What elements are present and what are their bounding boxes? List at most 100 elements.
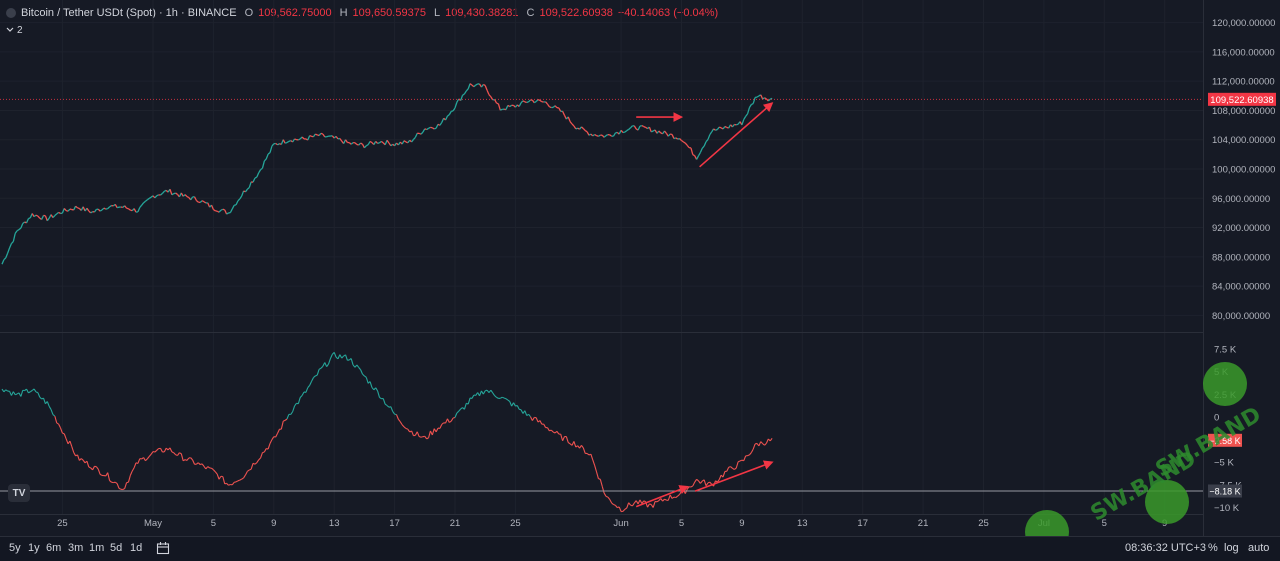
indicator-line-segment xyxy=(313,376,315,378)
pane-separator[interactable] xyxy=(0,332,1203,333)
indicator-line-segment xyxy=(715,481,717,482)
price-candle xyxy=(370,141,372,142)
price-candle xyxy=(529,100,531,102)
price-candle xyxy=(91,212,93,213)
price-candle xyxy=(500,109,502,110)
price-candle xyxy=(447,115,449,116)
clock-readout[interactable]: 08:36:32 UTC+3 xyxy=(1125,542,1206,554)
indicator-annotation-arrow[interactable] xyxy=(636,487,687,507)
indicator-line-segment xyxy=(670,495,672,499)
indicator-line-segment xyxy=(21,390,23,396)
price-axis-tick: 96,000.00000 xyxy=(1212,194,1270,205)
price-candle xyxy=(127,208,129,209)
range-3m-button[interactable]: 3m xyxy=(68,542,83,554)
indicator-line-segment xyxy=(732,468,734,469)
log-toggle[interactable]: log xyxy=(1224,542,1239,554)
tradingview-logo-icon[interactable]: TV xyxy=(8,484,30,502)
price-candle xyxy=(547,104,549,107)
indicator-annotation-arrow[interactable] xyxy=(695,462,772,491)
indicator-line-segment xyxy=(400,422,402,425)
price-candle xyxy=(57,212,59,214)
price-candle xyxy=(313,134,315,137)
indicator-line-segment xyxy=(627,503,629,508)
indicator-line-segment xyxy=(78,455,80,461)
price-candle xyxy=(710,132,712,135)
indicator-line-segment xyxy=(40,397,42,399)
price-candle xyxy=(155,196,157,198)
indicator-line-segment xyxy=(236,481,238,482)
indicator-line-segment xyxy=(325,363,327,367)
price-candle xyxy=(391,144,393,145)
price-candle xyxy=(572,124,574,126)
indicator-line-segment xyxy=(385,404,387,405)
indicator-line-segment xyxy=(283,420,285,421)
price-candle xyxy=(232,205,234,209)
price-axis-tick: 88,000.00000 xyxy=(1212,252,1270,263)
indicator-line-segment xyxy=(191,458,193,460)
price-candle xyxy=(691,148,693,155)
indicator-line-segment xyxy=(202,464,204,467)
price-candle xyxy=(610,135,612,136)
price-candle xyxy=(668,134,670,136)
price-candle xyxy=(593,135,595,136)
time-axis-tick: May xyxy=(144,518,162,529)
range-5y-button[interactable]: 5y xyxy=(9,542,21,554)
percent-toggle[interactable]: % xyxy=(1208,542,1218,554)
range-6m-button[interactable]: 6m xyxy=(46,542,61,554)
range-1d-button[interactable]: 1d xyxy=(130,542,142,554)
price-candle xyxy=(381,141,383,142)
indicator-line-segment xyxy=(285,419,287,420)
price-candle xyxy=(714,129,716,130)
annotation-arrow-rising[interactable] xyxy=(700,103,772,167)
indicator-line-segment xyxy=(251,463,253,469)
price-candle xyxy=(644,127,646,128)
indicator-line-segment xyxy=(72,447,74,453)
indicator-line-segment xyxy=(215,472,217,474)
indicator-line-segment xyxy=(110,481,112,483)
indicator-line-segment xyxy=(380,397,382,398)
indicator-line-segment xyxy=(648,504,650,507)
indicator-line-segment xyxy=(245,471,247,475)
indicator-line-segment xyxy=(38,393,40,398)
price-candle xyxy=(708,135,710,140)
price-candle xyxy=(38,216,40,218)
indicator-line-segment xyxy=(398,419,400,421)
price-candle xyxy=(287,141,289,142)
indicator-line-segment xyxy=(734,468,736,469)
price-candle xyxy=(366,145,368,146)
range-5d-button[interactable]: 5d xyxy=(110,542,122,554)
indicator-line-segment xyxy=(170,448,172,452)
range-1m-button[interactable]: 1m xyxy=(89,542,104,554)
indicator-line-segment xyxy=(653,501,655,507)
indicator-line-segment xyxy=(761,442,763,444)
indicator-line-segment xyxy=(227,483,229,485)
price-candle xyxy=(323,134,325,137)
price-candle xyxy=(451,111,453,112)
indicator-line-segment xyxy=(219,476,221,479)
indicator-line-segment xyxy=(491,390,493,393)
indicator-line-segment xyxy=(13,392,15,395)
calendar-icon[interactable] xyxy=(156,541,170,555)
indicator-line-segment xyxy=(383,399,385,405)
price-axis-tick: 120,000.00000 xyxy=(1212,18,1275,29)
indicator-line-segment xyxy=(66,439,68,444)
price-candle xyxy=(415,133,417,137)
indicator-line-segment xyxy=(600,479,602,486)
indicator-line-segment xyxy=(429,431,431,438)
price-candle xyxy=(434,128,436,129)
price-candle xyxy=(53,216,55,218)
auto-toggle[interactable]: auto xyxy=(1248,542,1269,554)
price-candle xyxy=(276,143,278,144)
indicator-ref-label: −8.18 K xyxy=(1209,486,1240,496)
price-candle xyxy=(423,129,425,132)
price-candle xyxy=(380,141,382,142)
price-candle xyxy=(744,116,746,119)
chart-canvas[interactable]: 120,000.00000116,000.00000112,000.000001… xyxy=(0,0,1280,536)
indicator-line-segment xyxy=(459,409,461,411)
price-candle xyxy=(200,201,202,203)
indicator-line-segment xyxy=(115,482,117,483)
range-1y-button[interactable]: 1y xyxy=(28,542,40,554)
price-candle xyxy=(700,148,702,152)
price-candle xyxy=(521,101,523,103)
indicator-line-segment xyxy=(738,461,740,462)
